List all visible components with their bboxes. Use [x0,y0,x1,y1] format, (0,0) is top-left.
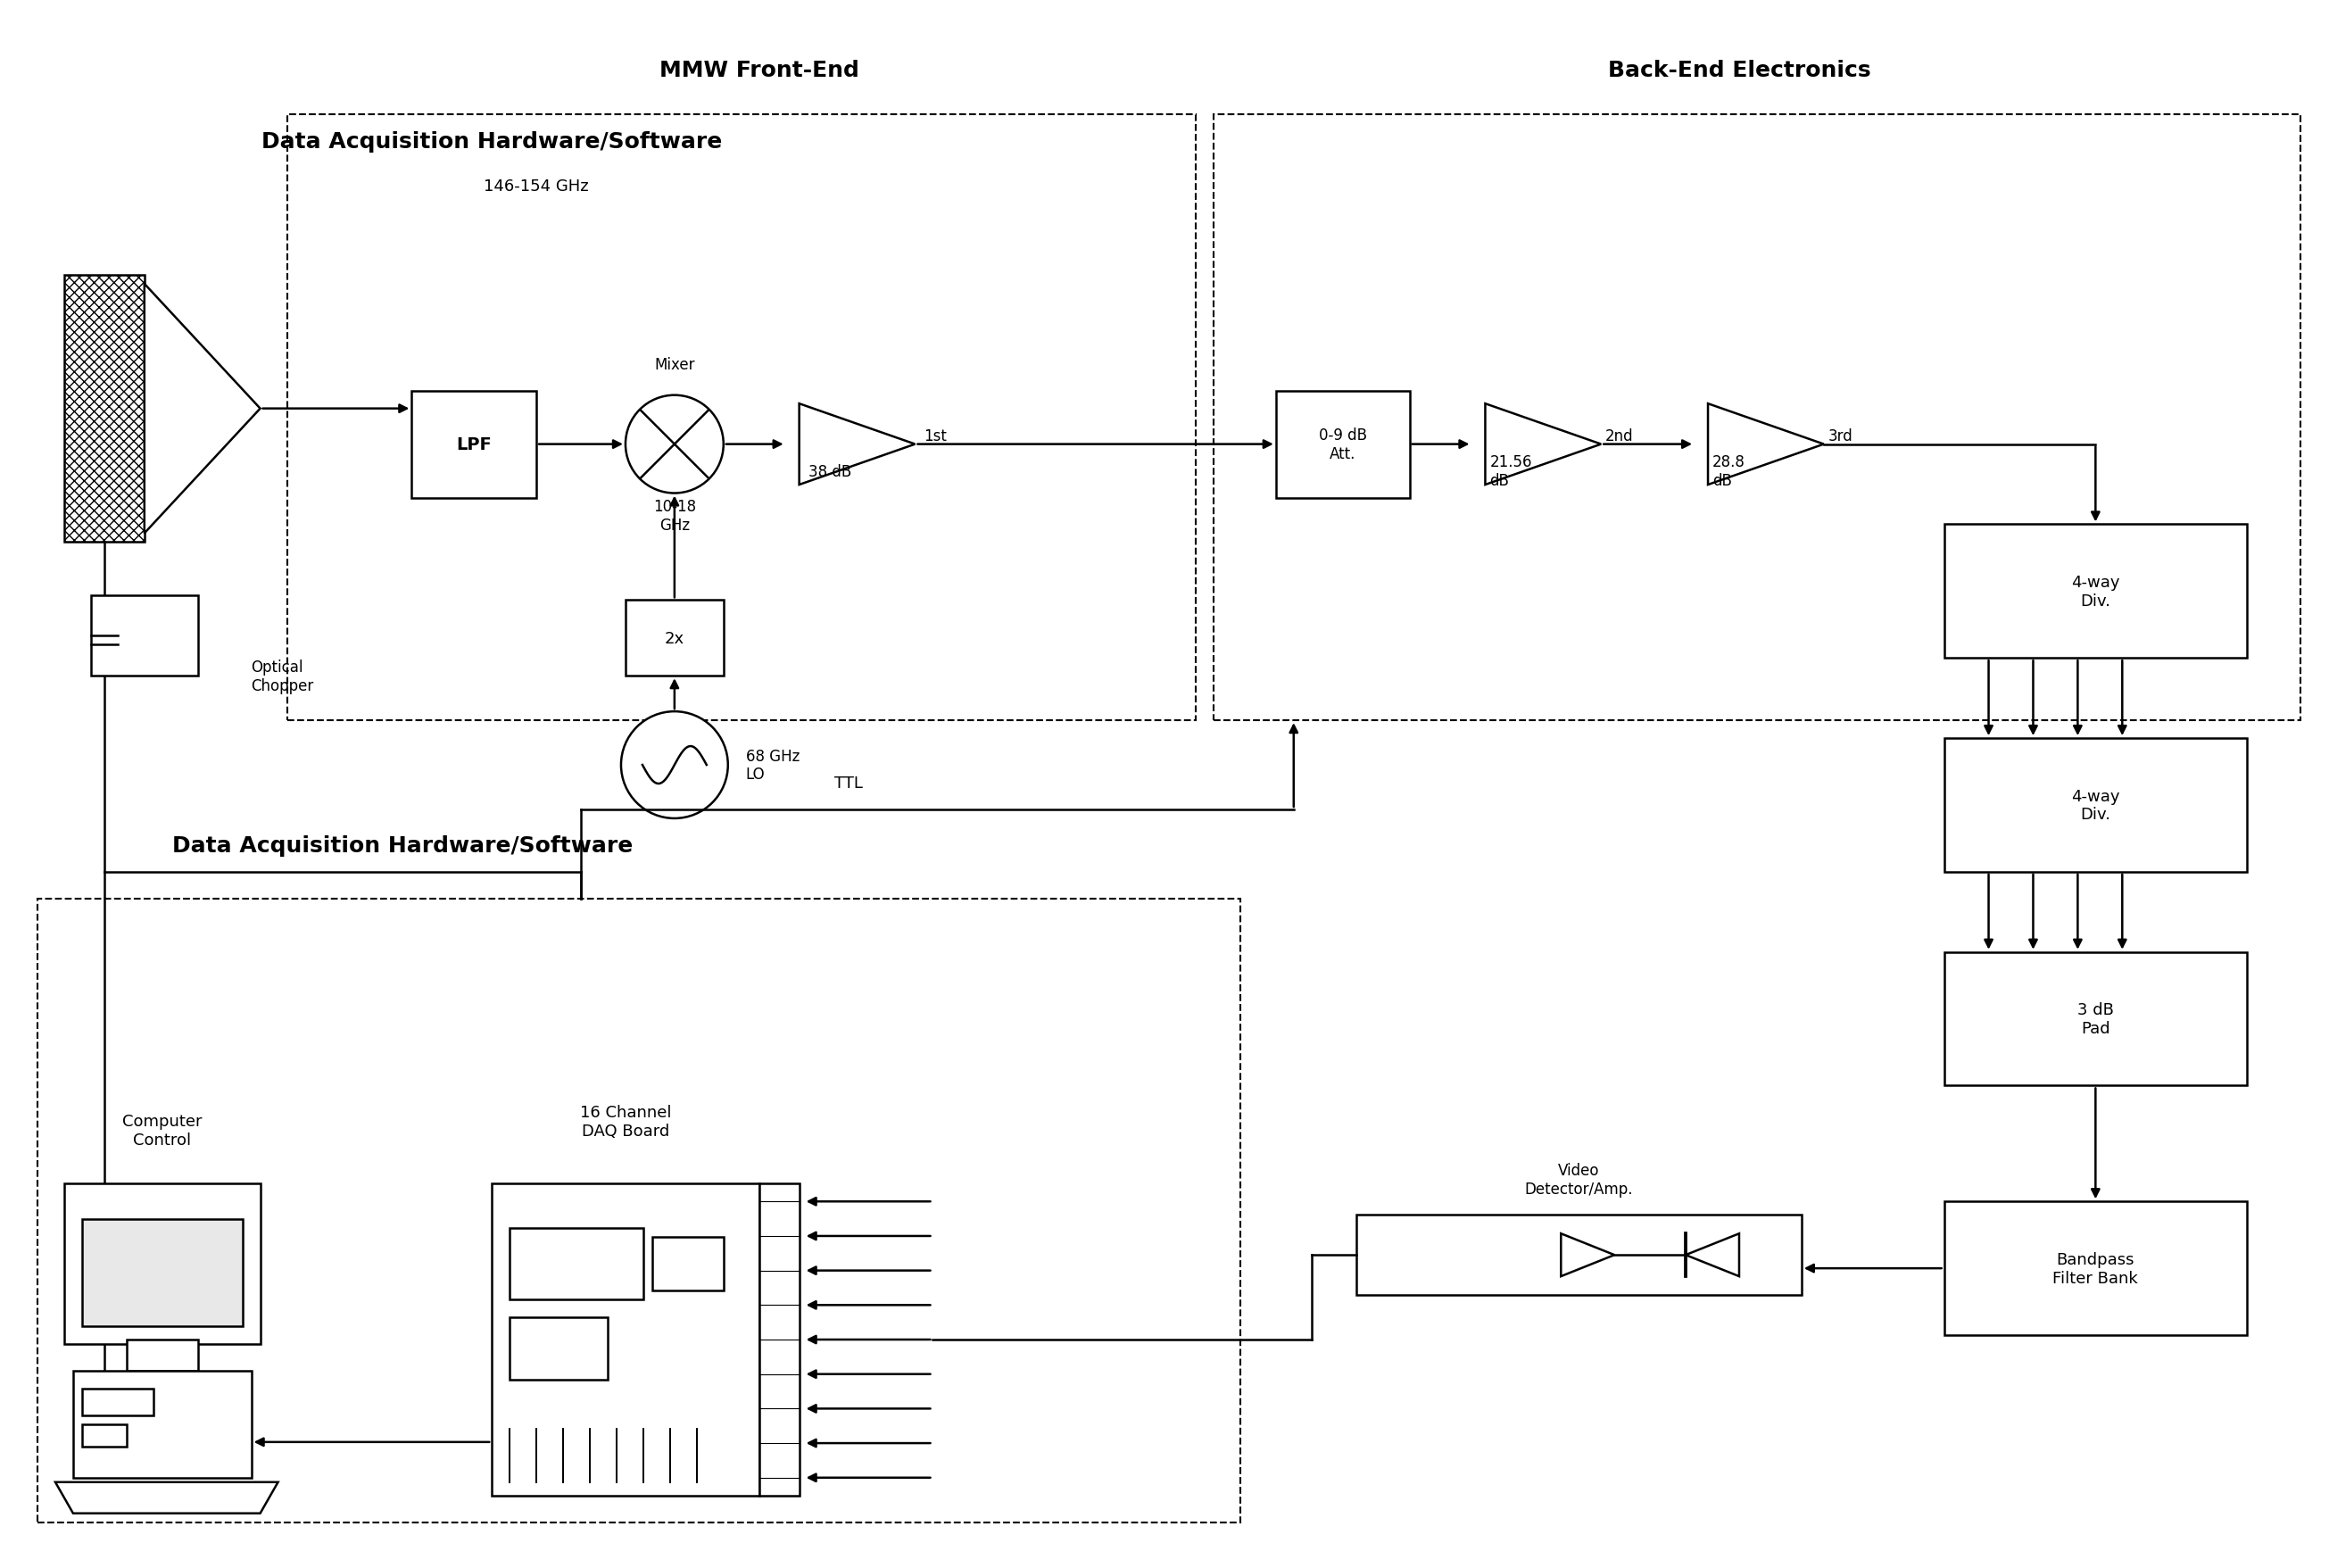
Text: Computer
Control: Computer Control [123,1113,203,1148]
Bar [72,1370,252,1477]
Bar [1355,1215,1803,1295]
Polygon shape [1560,1234,1614,1276]
Bar [510,1317,608,1380]
Text: 2x: 2x [664,630,685,646]
Text: Back-End Electronics: Back-End Electronics [1607,60,1870,82]
Bar [491,1184,759,1496]
Text: 2nd: 2nd [1605,428,1633,444]
Text: 3 dB
Pad: 3 dB Pad [2077,1002,2115,1036]
Text: Video
Detector/Amp.: Video Detector/Amp. [1525,1162,1633,1196]
Text: 0-9 dB
Att.: 0-9 dB Att. [1318,428,1367,463]
Bar [126,1339,198,1370]
Polygon shape [799,405,915,485]
Bar [510,1228,643,1300]
Polygon shape [144,284,261,533]
Polygon shape [1686,1234,1740,1276]
Bar [1945,1201,2247,1336]
Bar [1213,114,2301,721]
Text: 21.56
dB: 21.56 dB [1491,455,1532,489]
Text: 1st: 1st [925,428,948,444]
Bar [1945,739,2247,872]
Polygon shape [1486,405,1600,485]
Text: LPF: LPF [456,436,491,453]
Bar [1276,392,1409,499]
Bar [1945,952,2247,1087]
Text: MMW Front-End: MMW Front-End [659,60,859,82]
Bar [65,1184,261,1344]
Bar [65,276,144,543]
Text: 28.8
dB: 28.8 dB [1712,455,1744,489]
Bar [759,1184,799,1496]
Text: 146-154 GHz: 146-154 GHz [484,179,589,194]
Text: 3rd: 3rd [1828,428,1854,444]
Text: Bandpass
Filter Bank: Bandpass Filter Bank [2052,1251,2138,1286]
Polygon shape [56,1482,277,1513]
Circle shape [622,712,729,818]
Bar [37,898,1241,1523]
Text: 38 dB: 38 dB [808,464,850,480]
Bar [627,601,724,676]
Text: Optical
Chopper: Optical Chopper [252,659,314,693]
Bar [91,596,198,676]
Bar [286,114,1195,721]
Text: 16 Channel
DAQ Board: 16 Channel DAQ Board [580,1104,671,1138]
Text: 4-way
Div.: 4-way Div. [2070,574,2119,608]
Bar [82,1220,242,1327]
Text: Data Acquisition Hardware/Software: Data Acquisition Hardware/Software [172,834,633,856]
Text: TTL: TTL [834,775,862,792]
Bar [652,1237,724,1290]
Circle shape [627,395,724,494]
Text: Mixer: Mixer [654,356,694,373]
Bar [412,392,536,499]
Text: Data Acquisition Hardware/Software: Data Acquisition Hardware/Software [261,132,722,152]
Bar [82,1424,126,1447]
Text: 10-18
GHz: 10-18 GHz [652,499,696,533]
Bar [1945,525,2247,659]
Bar [82,1389,154,1416]
Text: 4-way
Div.: 4-way Div. [2070,789,2119,823]
Text: 68 GHz
LO: 68 GHz LO [745,748,799,782]
Bar [65,276,144,543]
Polygon shape [1707,405,1824,485]
